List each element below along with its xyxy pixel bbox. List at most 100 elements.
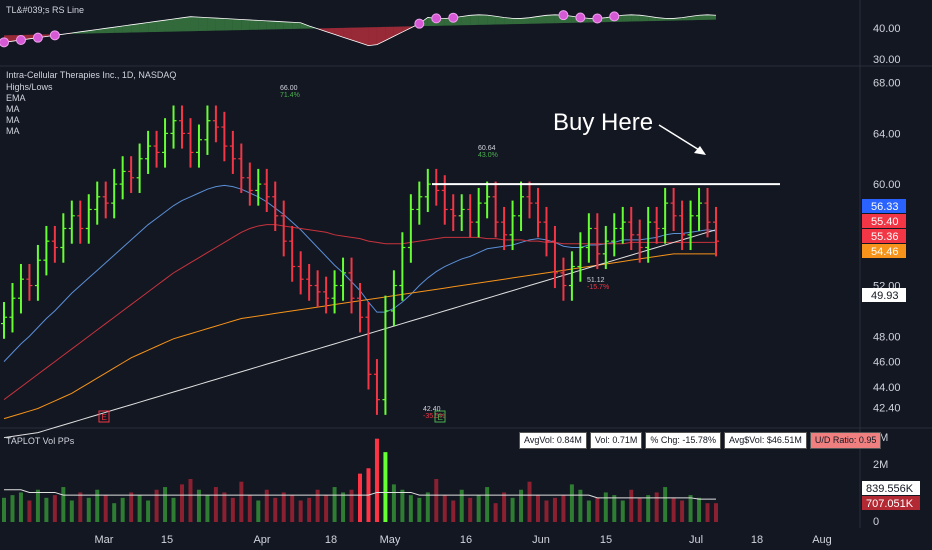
rs-fill-segment [224, 18, 233, 31]
high-low-price: 66.00 [280, 85, 298, 92]
legend-ma-3[interactable]: MA [6, 126, 20, 136]
volume-bar [298, 500, 303, 522]
volume-bar [671, 497, 676, 522]
rs-fill-segment [283, 21, 293, 30]
rs-new-high-dot [592, 13, 603, 24]
rs-new-high-dot [448, 12, 459, 23]
volume-bar [52, 495, 57, 522]
volume-bar [171, 497, 176, 522]
earnings-marker-label: E [438, 413, 443, 422]
pct-chg-stat: % Chg: -15.78% [645, 432, 721, 449]
volume-bar [239, 481, 244, 522]
volume-bar [391, 484, 396, 522]
price-scale-tick: 42.40 [873, 402, 901, 414]
volume-bar [561, 495, 566, 522]
volume-bar [103, 495, 108, 522]
price-scale-tick: 46.00 [873, 357, 901, 369]
volume-bar [27, 500, 32, 522]
price-scale-tick: 60.00 [873, 179, 901, 191]
volume-stats-bar: AvgVol: 0.84M Vol: 0.71M % Chg: -15.78% … [519, 432, 882, 449]
price-tag [862, 288, 906, 302]
price-tag-value: 56.33 [871, 201, 899, 213]
rs-new-high-dot [575, 12, 586, 23]
volume-bar [502, 492, 507, 522]
rs-fill-segment [622, 14, 632, 22]
earnings-marker [98, 410, 110, 423]
volume-bar [468, 497, 473, 522]
volume-bar [476, 495, 481, 522]
price-tag [862, 214, 906, 228]
earnings-marker-label: E [102, 413, 107, 422]
rs-fill-segment [232, 19, 242, 31]
volume-bar [629, 489, 634, 522]
rs-fill-segment [529, 16, 538, 24]
rs-fill-segment [665, 18, 674, 21]
price-tag [862, 199, 906, 213]
rs-new-high-dot [15, 35, 26, 45]
x-axis-label: Aug [812, 534, 832, 546]
rs-fill-segment [215, 18, 225, 31]
volume-bar [688, 495, 693, 522]
legend-ma-1[interactable]: MA [6, 104, 20, 114]
rs-fill-segment [351, 27, 360, 43]
volume-bar [434, 479, 439, 522]
rs-fill-segment [478, 14, 488, 25]
rs-fill-segment [207, 17, 216, 31]
price-scale-tick: 44.00 [873, 382, 901, 394]
volume-bar [281, 492, 286, 522]
x-axis-label: 15 [600, 534, 612, 546]
rs-fill-segment [707, 14, 716, 20]
volume-bar [324, 495, 329, 522]
volume-bar [307, 497, 312, 522]
ma-200-line [3, 229, 717, 439]
rs-fill-segment [512, 18, 522, 25]
volume-bar [705, 503, 710, 522]
rs-fill-segment [470, 14, 479, 26]
price-scale-tick: 64.00 [873, 128, 901, 140]
rs-fill-segment [631, 14, 640, 22]
volume-bar [264, 489, 269, 522]
high-low-pct: 43.0% [478, 152, 498, 159]
volume-scale-tick: 2M [873, 459, 888, 471]
volume-bar [569, 484, 574, 522]
volume-bar [697, 497, 702, 522]
rs-fill-segment [114, 26, 123, 33]
rs-fill-segment [521, 17, 530, 24]
rs-scale-tick: 40.00 [873, 23, 901, 35]
rs-fill-segment [241, 19, 250, 31]
volume-bar [552, 497, 557, 522]
rs-fill-segment [376, 26, 386, 45]
high-low-pct: 71.4% [280, 92, 300, 99]
legend-highs-lows[interactable]: Highs/Lows [6, 82, 53, 92]
volume-bar [527, 481, 532, 522]
rs-fill-segment [292, 22, 301, 29]
rs-new-high-dot [609, 11, 620, 22]
volume-bar [196, 489, 201, 522]
volume-tag-value: 839.556K [866, 483, 914, 495]
volume-bar [69, 500, 74, 522]
rs-fill-segment [275, 21, 284, 30]
rs-fill-segment [156, 20, 166, 32]
high-low-price: 60.64 [478, 145, 496, 152]
buy-here-annotation: Buy Here [553, 109, 653, 136]
rs-fill-segment [368, 27, 377, 46]
legend-ma-2[interactable]: MA [6, 115, 20, 125]
volume-bar [383, 452, 388, 522]
rs-fill-segment [639, 15, 649, 22]
volume-bar [349, 489, 354, 522]
volume-bar [374, 438, 379, 522]
x-axis-label: May [380, 534, 401, 546]
volume-bar [637, 497, 642, 522]
volume-bar [493, 503, 498, 522]
rs-fill-segment [504, 17, 513, 25]
volume-bar [341, 492, 346, 522]
rs-fill-segment [165, 19, 174, 32]
volume-bar [273, 497, 278, 522]
rs-pane-title: TL&#039;s RS Line [6, 5, 85, 15]
legend-ema[interactable]: EMA [6, 93, 26, 103]
rs-fill-segment [343, 27, 352, 40]
volume-bar [95, 489, 100, 522]
high-low-pct: -15.7% [587, 284, 609, 291]
volume-bar [120, 497, 125, 522]
